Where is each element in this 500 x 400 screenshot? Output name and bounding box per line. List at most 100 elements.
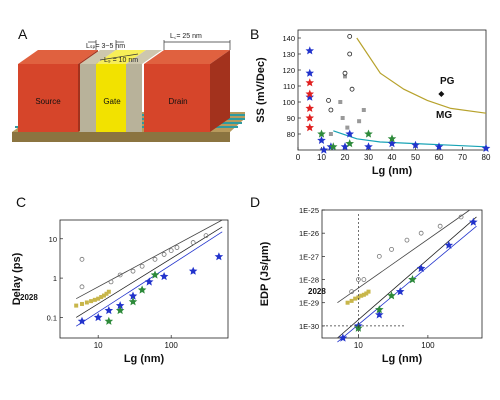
panel-d-label: D — [250, 194, 261, 210]
data-point — [349, 298, 354, 303]
plot-frame — [321, 209, 483, 339]
data-point — [144, 277, 154, 286]
data-point — [376, 253, 382, 259]
y-tick-label: 1E-28 — [299, 276, 319, 285]
data-point — [104, 316, 114, 325]
panel-c: C 10 100 0.1 1 10 Lg (nm) Delay (ps) 2028 — [0, 190, 250, 380]
lg-label: L₉ = 10 nm — [104, 57, 138, 64]
data-point — [128, 297, 138, 306]
y-axis-label: EDP (Js/μm) — [259, 241, 271, 306]
x-tick-label: 30 — [364, 153, 373, 162]
data-point — [444, 240, 454, 249]
gate-label: Gate — [103, 97, 121, 106]
source-label: Source — [35, 97, 61, 106]
data-point — [357, 119, 362, 124]
data-point — [84, 300, 89, 305]
data-point — [340, 142, 350, 151]
y-tick-label: 90 — [287, 114, 295, 123]
data-point — [108, 279, 114, 285]
data-point — [328, 107, 334, 113]
data-point — [366, 289, 371, 294]
data-point — [469, 217, 478, 226]
x-tick-label: 80 — [482, 153, 491, 162]
data-point — [139, 263, 145, 269]
data-point — [117, 272, 123, 278]
data-point — [418, 230, 424, 236]
y-tick-label: 1 — [53, 274, 57, 283]
ss-vs-lg-chart: 0 10 20 30 40 50 60 70 80 80 90 100 110 120 130 140 Lg (… — [255, 29, 491, 177]
data-point — [159, 272, 169, 281]
data-point — [387, 134, 397, 143]
x-tick-label: 100 — [165, 341, 179, 350]
data-point — [161, 252, 167, 257]
data-point — [329, 142, 338, 151]
y-tick-label: 130 — [282, 50, 295, 59]
data-point — [104, 291, 109, 296]
data-point — [77, 316, 87, 325]
lsp-dimension — [88, 40, 124, 50]
y-tick-label: 0.1 — [47, 313, 57, 322]
spacer-right — [126, 50, 162, 132]
data-point — [305, 46, 314, 55]
data-point — [130, 268, 136, 274]
x-tick-label: 50 — [411, 153, 420, 162]
data-point — [387, 139, 397, 148]
y-tick-label: 1E-27 — [299, 252, 319, 261]
data-point — [347, 51, 353, 57]
data-point — [437, 223, 443, 229]
data-point — [128, 291, 138, 300]
data-point — [342, 70, 348, 76]
data-point — [305, 89, 314, 98]
data-point — [343, 74, 347, 79]
data-point — [345, 125, 350, 130]
data-point — [349, 86, 355, 92]
fit-curve-pg — [356, 37, 487, 114]
series-0 — [305, 46, 491, 154]
data-point — [364, 129, 373, 138]
data-point — [364, 142, 373, 151]
data-point — [438, 91, 445, 97]
series-5 — [438, 91, 445, 97]
data-point — [190, 240, 196, 245]
data-point — [481, 143, 491, 152]
series-3 — [79, 233, 209, 290]
data-point — [305, 78, 314, 87]
trend-line — [76, 219, 223, 300]
trend-line — [337, 209, 470, 304]
data-point — [104, 306, 114, 315]
annotation: 2028 — [20, 293, 38, 302]
data-point — [305, 123, 314, 132]
y-tick-label: 80 — [287, 130, 295, 139]
data-point — [92, 297, 97, 302]
annotation: PG — [440, 76, 455, 87]
data-point — [305, 113, 314, 122]
data-point — [416, 264, 426, 273]
y-tick-label: 1E-30 — [299, 322, 319, 331]
data-point — [375, 310, 384, 319]
data-point — [434, 142, 444, 151]
data-point — [89, 299, 94, 304]
y-tick-label: 100 — [282, 98, 295, 107]
panel-a-label: A — [18, 26, 28, 42]
series-2 — [345, 289, 371, 305]
data-point — [345, 139, 354, 148]
fit-curve-mg — [333, 130, 487, 148]
data-point — [203, 233, 209, 239]
data-point — [319, 145, 329, 154]
data-point — [345, 300, 350, 305]
trend-line — [337, 216, 477, 339]
plot-frame — [297, 29, 487, 151]
data-point — [93, 312, 103, 322]
data-point — [317, 135, 326, 144]
gate-block — [96, 50, 146, 132]
series-4 — [326, 34, 355, 113]
data-point — [328, 132, 333, 136]
series-2 — [317, 129, 397, 151]
x-tick-label: 10 — [354, 341, 363, 350]
lc-dimension — [163, 40, 231, 50]
y-axis-label: Delay (ps) — [11, 252, 23, 305]
data-point — [99, 295, 104, 300]
series-0 — [338, 217, 478, 342]
panel-b: B 0 10 20 30 40 50 60 70 80 80 90 100 110 120 130 140 Lg… — [250, 0, 500, 190]
y-tick-label: 120 — [282, 66, 295, 75]
